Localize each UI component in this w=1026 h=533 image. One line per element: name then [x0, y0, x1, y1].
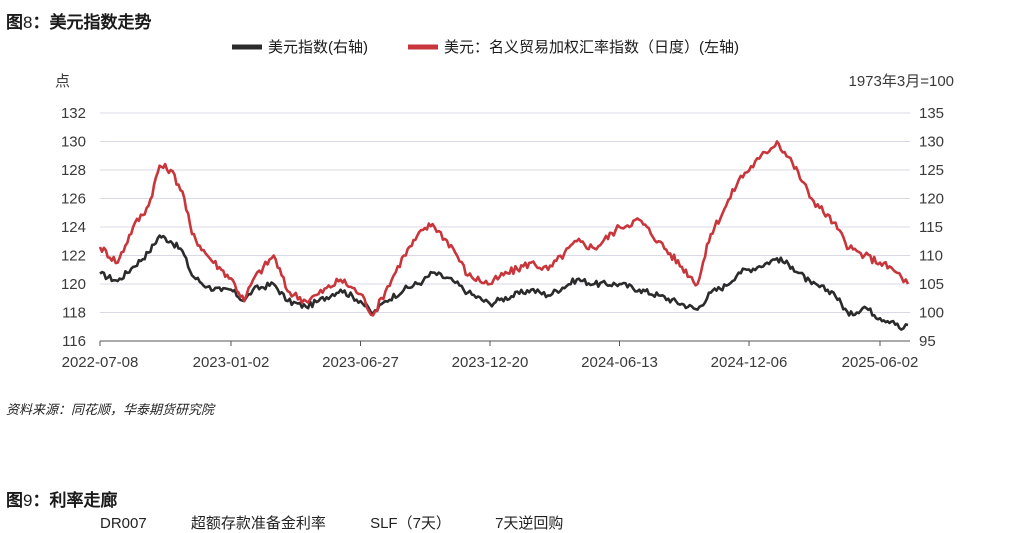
right-axis-tick-label: 130 — [919, 134, 944, 151]
next-figure-legend: DR007 超额存款准备金利率 SLF（7天） 7天逆回购 — [100, 512, 603, 533]
x-axis-tick-label: 2023-01-02 — [193, 354, 270, 371]
right-axis-tick-label: 125 — [919, 162, 944, 179]
left-axis-tick-label: 130 — [61, 134, 86, 151]
x-axis-tick-label: 2023-06-27 — [322, 354, 399, 371]
right-axis-tick-label: 100 — [919, 305, 944, 322]
figure-title-text: 美元指数走势 — [49, 13, 152, 32]
next-legend-item: 超额存款准备金利率 — [190, 515, 326, 532]
next-figure-title: 图9：利率走廊 — [6, 486, 117, 511]
x-axis-tick-label: 2024-12-06 — [711, 354, 788, 371]
next-figure-prefix: 图 — [6, 491, 23, 510]
right-axis-tick-label: 120 — [919, 191, 944, 208]
left-axis-tick-label: 128 — [61, 162, 86, 179]
legend-label: 美元：名义贸易加权汇率指数（日度）(左轴) — [444, 39, 739, 56]
left-axis-tick-label: 124 — [61, 219, 86, 236]
legend-label: 美元指数(右轴) — [268, 39, 368, 56]
x-axis-tick-label: 2024-06-13 — [581, 354, 658, 371]
next-figure-sep: ： — [32, 491, 50, 510]
x-axis-tick-label: 2023-12-20 — [452, 354, 529, 371]
right-axis-tick-label: 110 — [919, 248, 943, 265]
left-axis-tick-label: 126 — [61, 191, 86, 208]
left-axis-tick-label: 116 — [62, 333, 86, 350]
x-axis-tick-label: 2025-06-02 — [842, 354, 919, 371]
right-axis-tick-label: 135 — [919, 105, 944, 122]
next-legend-item: 7天逆回购 — [495, 515, 564, 532]
left-axis-tick-label: 120 — [61, 276, 86, 293]
next-figure-title-text: 利率走廊 — [49, 491, 118, 510]
right-axis-tick-label: 95 — [919, 333, 936, 350]
right-axis-tick-label: 105 — [919, 276, 944, 293]
source-note: 资料来源：同花顺，华泰期货研究院 — [6, 402, 215, 417]
right-axis-tick-label: 115 — [919, 219, 943, 236]
figure-sep: ： — [32, 13, 50, 32]
right-axis-unit: 1973年3月=100 — [849, 73, 955, 90]
left-axis-unit: 点 — [55, 73, 70, 90]
figure-title: 图8：美元指数走势 — [6, 8, 151, 33]
x-axis-tick-label: 2022-07-08 — [62, 354, 139, 371]
left-axis-tick-label: 118 — [62, 305, 86, 322]
next-figure-number: 9 — [23, 491, 33, 510]
dollar-index-chart: 116 118 120 122 124 126 128 130 132 95 100 105 110 11… — [55, 39, 955, 371]
series-line — [99, 234, 909, 331]
next-legend-item: SLF（7天） — [370, 515, 451, 532]
figure-prefix: 图 — [6, 13, 23, 32]
figure-number: 8 — [23, 13, 33, 32]
left-axis-tick-label: 122 — [61, 248, 86, 265]
next-legend-item: DR007 — [100, 515, 147, 532]
series-line — [98, 140, 910, 317]
left-axis-tick-label: 132 — [61, 105, 86, 122]
